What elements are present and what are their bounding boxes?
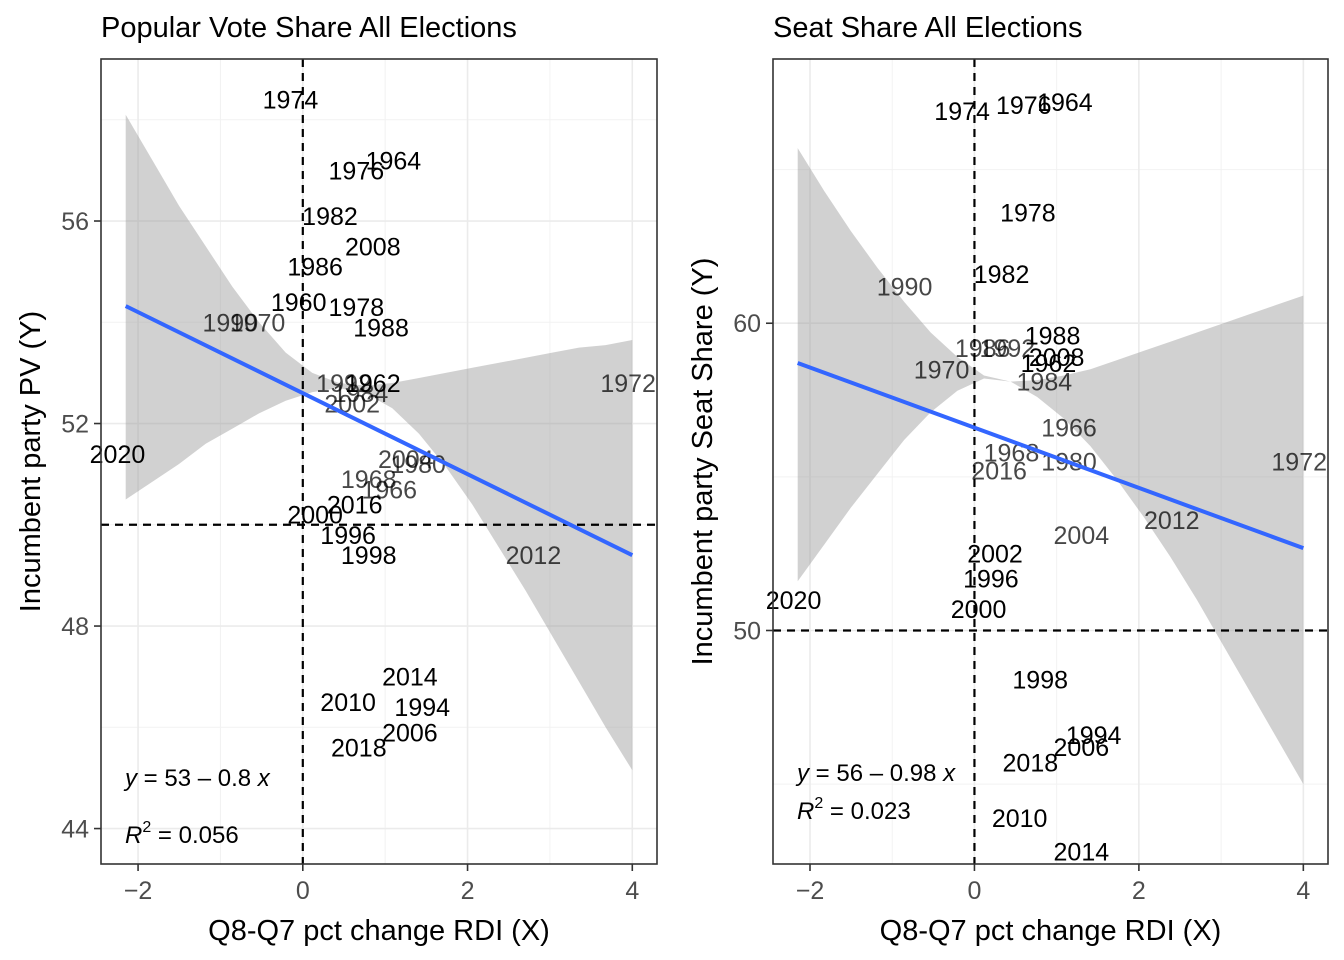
chart-title: Popular Vote Share All Elections bbox=[101, 12, 517, 44]
point-label: 2004 bbox=[378, 446, 434, 474]
point-label: 2016 bbox=[327, 492, 383, 520]
regression-line bbox=[124, 304, 634, 557]
point-label: 1966 bbox=[361, 476, 417, 504]
x-tick-label: −2 bbox=[124, 877, 153, 905]
r-squared: R2 = 0.023 bbox=[797, 795, 911, 825]
point-label: 1970 bbox=[914, 356, 970, 384]
point-label: 1972 bbox=[1271, 449, 1327, 477]
point-label: 1976 bbox=[996, 92, 1052, 120]
regression-equation: y = 53 – 0.8 x bbox=[123, 765, 271, 792]
point-label: 1982 bbox=[302, 203, 358, 231]
y-tick-label: 44 bbox=[61, 816, 89, 844]
plot-background bbox=[101, 59, 657, 864]
point-label: 2002 bbox=[967, 541, 1023, 569]
point-label: 2008 bbox=[345, 233, 401, 261]
point-label: 1968 bbox=[984, 439, 1040, 467]
x-tick-label: 4 bbox=[625, 877, 639, 905]
confidence-band bbox=[797, 148, 1304, 785]
point-label: 1996 bbox=[320, 522, 376, 550]
point-label: 1964 bbox=[366, 147, 422, 175]
point-label: 2010 bbox=[992, 805, 1048, 833]
y-tick-label: 48 bbox=[61, 613, 89, 641]
point-label: 1988 bbox=[1025, 323, 1081, 351]
y-tick-label: 50 bbox=[733, 617, 761, 645]
point-label: 2008 bbox=[1029, 344, 1085, 372]
x-tick-label: 2 bbox=[1132, 877, 1146, 905]
point-label: 2014 bbox=[382, 664, 438, 692]
point-label: 1990 bbox=[877, 273, 933, 301]
r-squared: R2 = 0.056 bbox=[125, 819, 239, 849]
point-label: 1998 bbox=[1012, 667, 1068, 695]
point-label: 2016 bbox=[971, 458, 1027, 486]
point-label: 1988 bbox=[353, 314, 409, 342]
point-label: 1972 bbox=[600, 370, 656, 398]
x-tick-label: 2 bbox=[461, 877, 475, 905]
x-axis-title: Q8-Q7 pct change RDI (X) bbox=[208, 915, 550, 947]
point-label: 2020 bbox=[766, 587, 822, 615]
point-label: 2000 bbox=[287, 502, 343, 530]
point-label: 1962 bbox=[1021, 350, 1077, 378]
x-tick-label: 0 bbox=[967, 877, 981, 905]
confidence-band bbox=[125, 114, 633, 771]
point-label: 2002 bbox=[324, 390, 380, 418]
plot-border bbox=[100, 58, 658, 865]
point-label: 1990 bbox=[203, 309, 259, 337]
point-label: 1992 bbox=[316, 370, 372, 398]
regression-line bbox=[796, 361, 1305, 551]
point-label: 1976 bbox=[329, 157, 385, 185]
x-tick-label: −2 bbox=[796, 877, 825, 905]
point-label: 1970 bbox=[230, 309, 286, 337]
chart-title: Seat Share All Elections bbox=[773, 12, 1083, 44]
point-label: 1998 bbox=[341, 542, 397, 570]
point-label: 2010 bbox=[320, 689, 376, 717]
point-label: 2018 bbox=[1003, 750, 1059, 778]
point-label: 1966 bbox=[1041, 415, 1097, 443]
point-label: 1974 bbox=[934, 98, 990, 126]
point-label: 1978 bbox=[329, 294, 385, 322]
x-tick-label: 4 bbox=[1296, 877, 1310, 905]
point-label: 1980 bbox=[390, 451, 446, 479]
point-label: 1994 bbox=[394, 694, 450, 722]
point-label: 1986 bbox=[955, 335, 1011, 363]
x-tick-label: 0 bbox=[296, 877, 310, 905]
plot-border bbox=[772, 58, 1329, 865]
point-label: 1968 bbox=[341, 466, 397, 494]
y-tick-label: 60 bbox=[733, 310, 761, 338]
point-label: 2012 bbox=[506, 542, 562, 570]
y-tick-label: 52 bbox=[61, 411, 89, 439]
point-label: 1960 bbox=[271, 289, 327, 317]
point-label: 1994 bbox=[1066, 722, 1122, 750]
point-label: 1974 bbox=[263, 87, 319, 115]
point-label: 1986 bbox=[287, 254, 343, 282]
point-label: 2014 bbox=[1054, 839, 1110, 867]
point-label: 2020 bbox=[90, 441, 146, 469]
point-label: 1996 bbox=[963, 565, 1019, 593]
point-label: 2006 bbox=[382, 719, 438, 747]
point-label: 2006 bbox=[1054, 734, 1110, 762]
point-label: 1982 bbox=[974, 261, 1030, 289]
point-label: 1964 bbox=[1037, 89, 1093, 117]
point-label: 1984 bbox=[333, 380, 389, 408]
y-axis-title: Incumbent party PV (Y) bbox=[15, 311, 47, 612]
point-label: 1984 bbox=[1017, 369, 1073, 397]
point-label: 1962 bbox=[345, 370, 401, 398]
y-axis-title: Incumbent party Seat Share (Y) bbox=[687, 258, 719, 666]
point-label: 1992 bbox=[980, 335, 1036, 363]
x-axis-title: Q8-Q7 pct change RDI (X) bbox=[880, 915, 1222, 947]
point-label: 1978 bbox=[1000, 200, 1056, 228]
regression-equation: y = 56 – 0.98 x bbox=[795, 760, 956, 787]
point-label: 2012 bbox=[1144, 507, 1200, 535]
point-label: 2004 bbox=[1054, 522, 1110, 550]
point-label: 2000 bbox=[951, 596, 1007, 624]
y-tick-label: 56 bbox=[61, 208, 89, 236]
plot-background bbox=[773, 59, 1328, 864]
point-label: 2018 bbox=[331, 735, 387, 763]
